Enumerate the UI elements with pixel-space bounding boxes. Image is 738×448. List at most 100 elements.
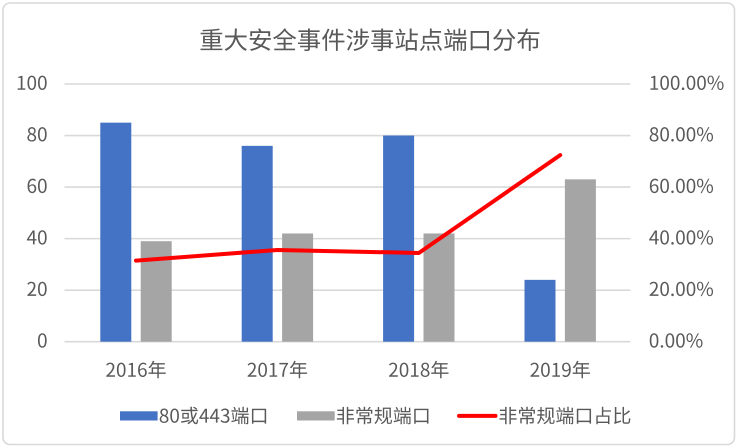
glyph-4 — [26, 230, 37, 245]
glyph-9 — [562, 362, 571, 378]
glyph-端 — [393, 406, 411, 425]
x-tick-2018年 — [388, 360, 449, 379]
glyph-. — [671, 241, 674, 245]
glyph-2 — [247, 362, 257, 377]
glyph-1 — [410, 362, 419, 377]
glyph-安 — [249, 28, 271, 51]
bar-series-1 — [100, 122, 556, 342]
glyph-. — [660, 345, 664, 348]
y-right-tick-60.00% — [649, 178, 714, 194]
y-left-tick-60 — [27, 178, 47, 194]
glyph-端 — [556, 406, 574, 425]
y-right-tick-0.00% — [649, 333, 703, 348]
y-left-tick-20 — [27, 281, 47, 297]
glyph-3 — [220, 408, 230, 423]
glyph-口 — [414, 408, 429, 424]
glyph-口 — [251, 408, 267, 424]
glyph-2 — [106, 362, 116, 377]
glyph-. — [671, 138, 674, 142]
glyph-事 — [297, 28, 321, 51]
y-left-tick-80 — [27, 127, 47, 142]
glyph-6 — [649, 178, 659, 194]
glyph-1 — [269, 362, 278, 377]
glyph-年 — [431, 360, 449, 379]
glyph-8 — [420, 362, 430, 378]
x-axis — [106, 360, 590, 379]
y-left-tick-100 — [17, 75, 47, 91]
glyph-6 — [27, 178, 37, 194]
glyph-% — [697, 178, 714, 194]
legend — [120, 406, 631, 425]
glyph-涉 — [346, 28, 369, 51]
glyph-全 — [273, 28, 297, 51]
glyph-布 — [517, 28, 540, 51]
bar-2019年-s1 — [524, 279, 556, 342]
glyph-% — [686, 333, 703, 348]
bar-2018年-s1 — [383, 135, 415, 342]
legend-label-2 — [336, 406, 429, 425]
y-right-tick-40.00% — [649, 230, 714, 245]
x-tick-2019年 — [530, 360, 590, 379]
glyph-端 — [444, 28, 467, 51]
glyph-2 — [388, 362, 398, 377]
glyph-6 — [138, 362, 147, 378]
glyph-重 — [200, 28, 223, 51]
chart-title — [200, 28, 540, 51]
legend-item-1 — [120, 406, 267, 425]
glyph-年 — [289, 360, 308, 379]
glyph-. — [671, 293, 674, 297]
bar-2016年-s1 — [100, 122, 132, 342]
y-right-tick-100.00% — [650, 75, 724, 91]
y-left-tick-40 — [26, 230, 47, 245]
glyph-大 — [224, 28, 247, 51]
glyph-% — [697, 281, 714, 297]
glyph-4 — [649, 230, 659, 245]
glyph-8 — [159, 408, 169, 423]
x-tick-2017年 — [247, 360, 308, 379]
bar-2019年-s2 — [564, 179, 596, 342]
line-series-ratio — [134, 153, 563, 263]
bar-2018年-s2 — [423, 233, 455, 342]
y-axis-right — [649, 75, 724, 348]
glyph-1 — [552, 362, 561, 377]
glyph-点 — [419, 28, 443, 51]
glyph-件 — [321, 28, 345, 51]
glyph-1 — [128, 362, 136, 377]
glyph-口 — [470, 31, 489, 51]
glyph-规 — [537, 406, 555, 425]
glyph-2 — [649, 281, 659, 296]
glyph-2 — [27, 281, 37, 296]
glyph-% — [697, 127, 714, 142]
glyph-分 — [493, 28, 516, 51]
glyph-. — [671, 190, 674, 194]
y-axis-left — [17, 75, 47, 348]
legend-swatch-bar-2 — [297, 411, 335, 421]
glyph-口 — [576, 408, 592, 424]
glyph-7 — [279, 362, 289, 377]
glyph-站 — [395, 28, 418, 51]
y-right-tick-80.00% — [649, 127, 714, 142]
glyph-4 — [209, 408, 220, 423]
glyph-常 — [519, 406, 535, 425]
glyph-4 — [199, 408, 209, 423]
glyph-年 — [572, 360, 590, 379]
glyph-年 — [148, 360, 166, 379]
glyph-占 — [596, 406, 611, 425]
glyph-比 — [614, 406, 631, 425]
glyph-% — [707, 75, 724, 91]
y-right-tick-20.00% — [649, 281, 714, 297]
glyph-% — [697, 230, 714, 245]
glyph-端 — [231, 406, 249, 425]
x-tick-2016年 — [106, 360, 166, 379]
glyph-规 — [374, 406, 393, 425]
glyph-1 — [650, 75, 659, 90]
glyph-8 — [649, 127, 659, 142]
bar-2017年-s1 — [241, 145, 273, 342]
glyph-2 — [530, 362, 540, 377]
bar-2016年-s2 — [140, 241, 172, 342]
glyph-常 — [356, 406, 373, 425]
legend-label-1 — [159, 406, 267, 425]
glyph-事 — [371, 28, 394, 51]
